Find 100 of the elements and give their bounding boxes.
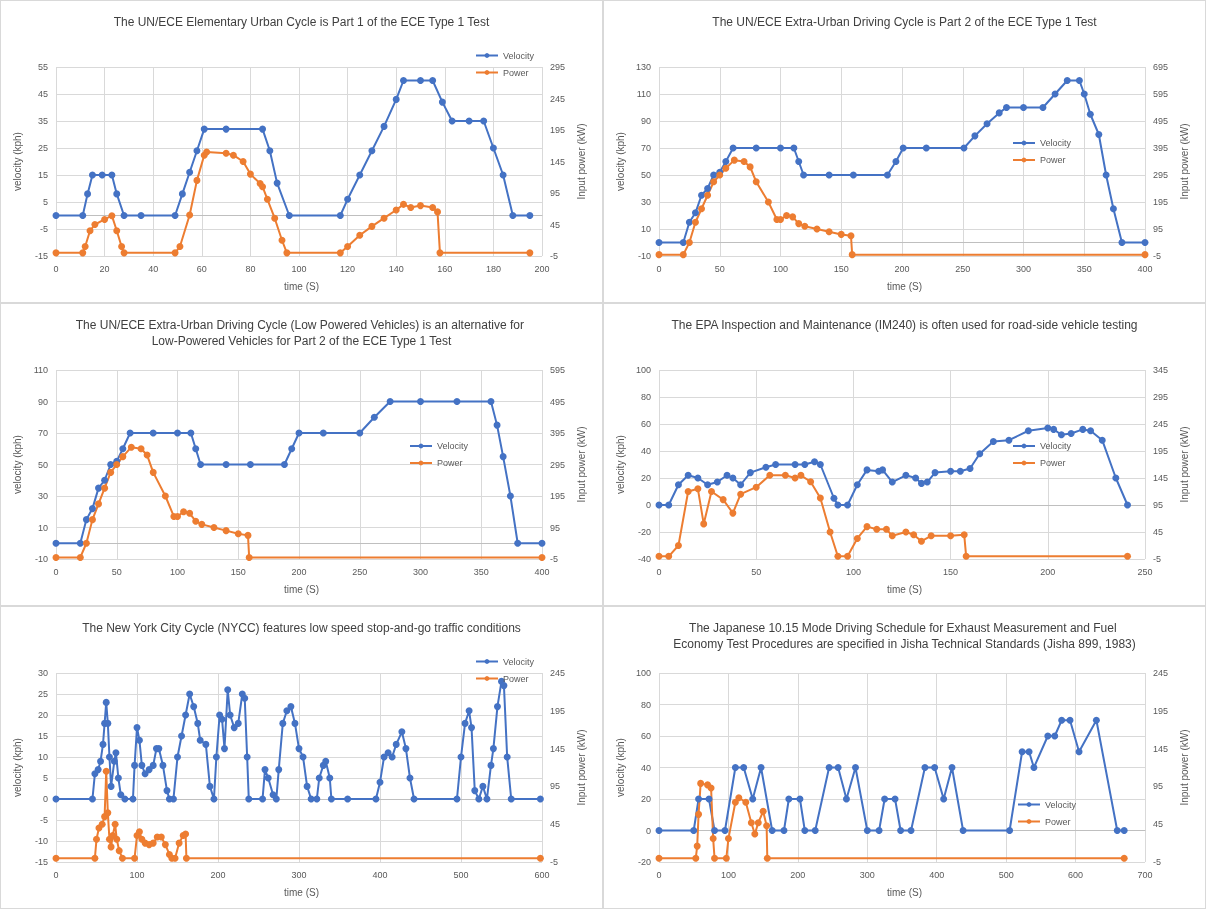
point bbox=[931, 469, 939, 477]
point bbox=[368, 222, 376, 230]
point bbox=[740, 158, 748, 165]
point bbox=[697, 779, 705, 787]
y-tick-label: 60 bbox=[640, 731, 651, 741]
y2-tick-label: -5 bbox=[1153, 251, 1162, 261]
point bbox=[101, 215, 109, 223]
y2-tick-label: 45 bbox=[550, 819, 561, 830]
point bbox=[102, 767, 110, 775]
point bbox=[1030, 764, 1038, 771]
y-tick-label: 20 bbox=[37, 710, 48, 720]
point bbox=[239, 158, 247, 165]
y-tick-label: 0 bbox=[645, 500, 651, 510]
y-tick-label: 30 bbox=[640, 197, 651, 207]
point bbox=[98, 820, 106, 828]
point bbox=[825, 228, 833, 236]
point bbox=[665, 501, 673, 509]
x-tick-label: 200 bbox=[534, 263, 550, 274]
x-tick-label: 200 bbox=[1040, 566, 1056, 577]
point bbox=[266, 147, 274, 155]
point bbox=[91, 221, 99, 228]
point bbox=[1044, 732, 1052, 740]
point bbox=[499, 453, 507, 461]
point bbox=[509, 212, 517, 219]
point bbox=[757, 764, 765, 771]
x-tick-label: 300 bbox=[1015, 263, 1032, 274]
point bbox=[113, 461, 121, 468]
point bbox=[665, 552, 673, 560]
y2-tick-label: 245 bbox=[1153, 668, 1169, 678]
y-tick-label: 10 bbox=[37, 752, 48, 762]
point bbox=[713, 478, 721, 486]
point bbox=[176, 243, 184, 251]
point bbox=[983, 120, 991, 128]
point bbox=[763, 822, 771, 830]
point bbox=[273, 179, 281, 187]
point bbox=[222, 527, 230, 535]
y2-tick-label: 295 bbox=[550, 62, 566, 72]
y-tick-label: 70 bbox=[37, 428, 48, 438]
x-tick-label: 500 bbox=[998, 869, 1014, 880]
y2-tick-label: 195 bbox=[1153, 446, 1169, 456]
point bbox=[752, 178, 760, 186]
y2-tick-label: 95 bbox=[1153, 781, 1164, 792]
y-tick-label: 100 bbox=[635, 365, 651, 375]
point bbox=[724, 835, 732, 843]
point bbox=[781, 471, 789, 479]
point bbox=[692, 854, 700, 862]
legend-label: Power bbox=[1039, 155, 1066, 165]
y-axis-title: velocity (kph) bbox=[11, 132, 23, 191]
x-tick-label: 250 bbox=[1137, 566, 1153, 577]
point bbox=[947, 532, 955, 540]
point bbox=[704, 191, 712, 199]
point bbox=[731, 798, 739, 806]
y2-tick-label: -5 bbox=[550, 251, 559, 261]
point bbox=[1050, 425, 1058, 433]
point bbox=[480, 117, 488, 125]
y-tick-label: 15 bbox=[37, 170, 48, 180]
x-axis-title: time (S) bbox=[284, 583, 319, 595]
point bbox=[709, 835, 717, 843]
x-tick-label: 350 bbox=[473, 566, 489, 577]
point bbox=[487, 398, 495, 405]
point bbox=[719, 496, 727, 504]
point bbox=[131, 854, 139, 862]
x-tick-label: 100 bbox=[720, 869, 736, 880]
point bbox=[830, 494, 838, 502]
point bbox=[795, 158, 803, 165]
legend-label: Power bbox=[502, 673, 529, 684]
point bbox=[679, 251, 687, 259]
y-axis-title: velocity (kph) bbox=[11, 738, 23, 797]
y2-tick-label: 295 bbox=[550, 459, 566, 470]
point bbox=[95, 484, 103, 492]
point bbox=[1063, 77, 1071, 84]
y-tick-label: 40 bbox=[640, 762, 651, 773]
point bbox=[995, 109, 1003, 117]
x-tick-label: 500 bbox=[453, 869, 469, 880]
point bbox=[711, 854, 719, 862]
y-tick-label: 60 bbox=[640, 419, 651, 429]
y-tick-label: 90 bbox=[37, 396, 48, 407]
point bbox=[1109, 205, 1117, 213]
x-axis-title: time (S) bbox=[284, 886, 319, 898]
point bbox=[655, 552, 663, 560]
y2-tick-label: 95 bbox=[550, 188, 561, 198]
point bbox=[966, 465, 974, 473]
point bbox=[927, 532, 935, 540]
y-tick-label: 0 bbox=[645, 825, 651, 836]
point bbox=[722, 158, 730, 165]
point bbox=[897, 827, 905, 834]
y-tick-label: -15 bbox=[34, 251, 48, 261]
x-tick-label: 0 bbox=[656, 566, 662, 577]
point bbox=[742, 798, 750, 806]
point bbox=[52, 553, 60, 561]
point bbox=[1120, 854, 1128, 862]
point bbox=[731, 764, 739, 771]
point bbox=[101, 484, 109, 492]
legend-label: Velocity bbox=[1044, 799, 1077, 810]
point bbox=[722, 164, 730, 172]
y-tick-label: -10 bbox=[34, 554, 48, 564]
y-tick-label: -20 bbox=[637, 857, 651, 867]
point bbox=[655, 827, 663, 834]
point bbox=[1141, 251, 1149, 259]
y2-tick-label: 495 bbox=[550, 396, 566, 407]
